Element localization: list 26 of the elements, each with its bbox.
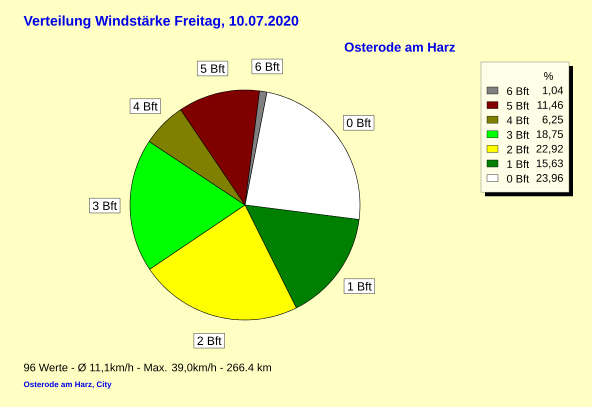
data-label: 6,25 — [542, 116, 563, 125]
data-label: 22,92 — [536, 144, 563, 154]
slice-label: 4 Bft — [133, 102, 158, 111]
slice-label: 1 Bft — [348, 282, 372, 291]
data-label: 1,04 — [542, 86, 564, 96]
slice-label: 6 Bft — [256, 62, 280, 71]
legend-label: 6 Bft — [507, 86, 530, 96]
data-label: 18,75 — [536, 130, 563, 140]
text: Osterode am Harz, City — [24, 381, 112, 389]
legend-label: 4 Bft — [506, 116, 530, 124]
legend-label: 1 Bft — [507, 160, 530, 168]
legend-label: 5 Bft — [506, 102, 530, 110]
legend-label: 3 Bft — [506, 130, 530, 139]
legend-label: 0 Bft — [506, 174, 530, 183]
slice-label: 0 Bft — [346, 118, 371, 128]
chart-subtitle: Osterode am Harz — [344, 42, 455, 52]
data-label: 11,46 — [538, 101, 563, 110]
legend-title: % — [544, 72, 554, 80]
slice-label: 5 Bft — [200, 64, 225, 73]
slice-label: 2 Bft — [198, 336, 222, 346]
legend-label: 2 Bft — [507, 145, 530, 154]
chart-title: Verteilung Windstärke Freitag, 10.07.2020 — [24, 15, 298, 29]
data-label: 15,63 — [536, 159, 563, 169]
slice-label: 3 Bft — [92, 201, 117, 210]
text: 96 Werte - Ø 11,1km/h - Max. 39,0km/h - 266.4 km — [24, 363, 271, 373]
data-label: 23,96 — [536, 174, 563, 184]
